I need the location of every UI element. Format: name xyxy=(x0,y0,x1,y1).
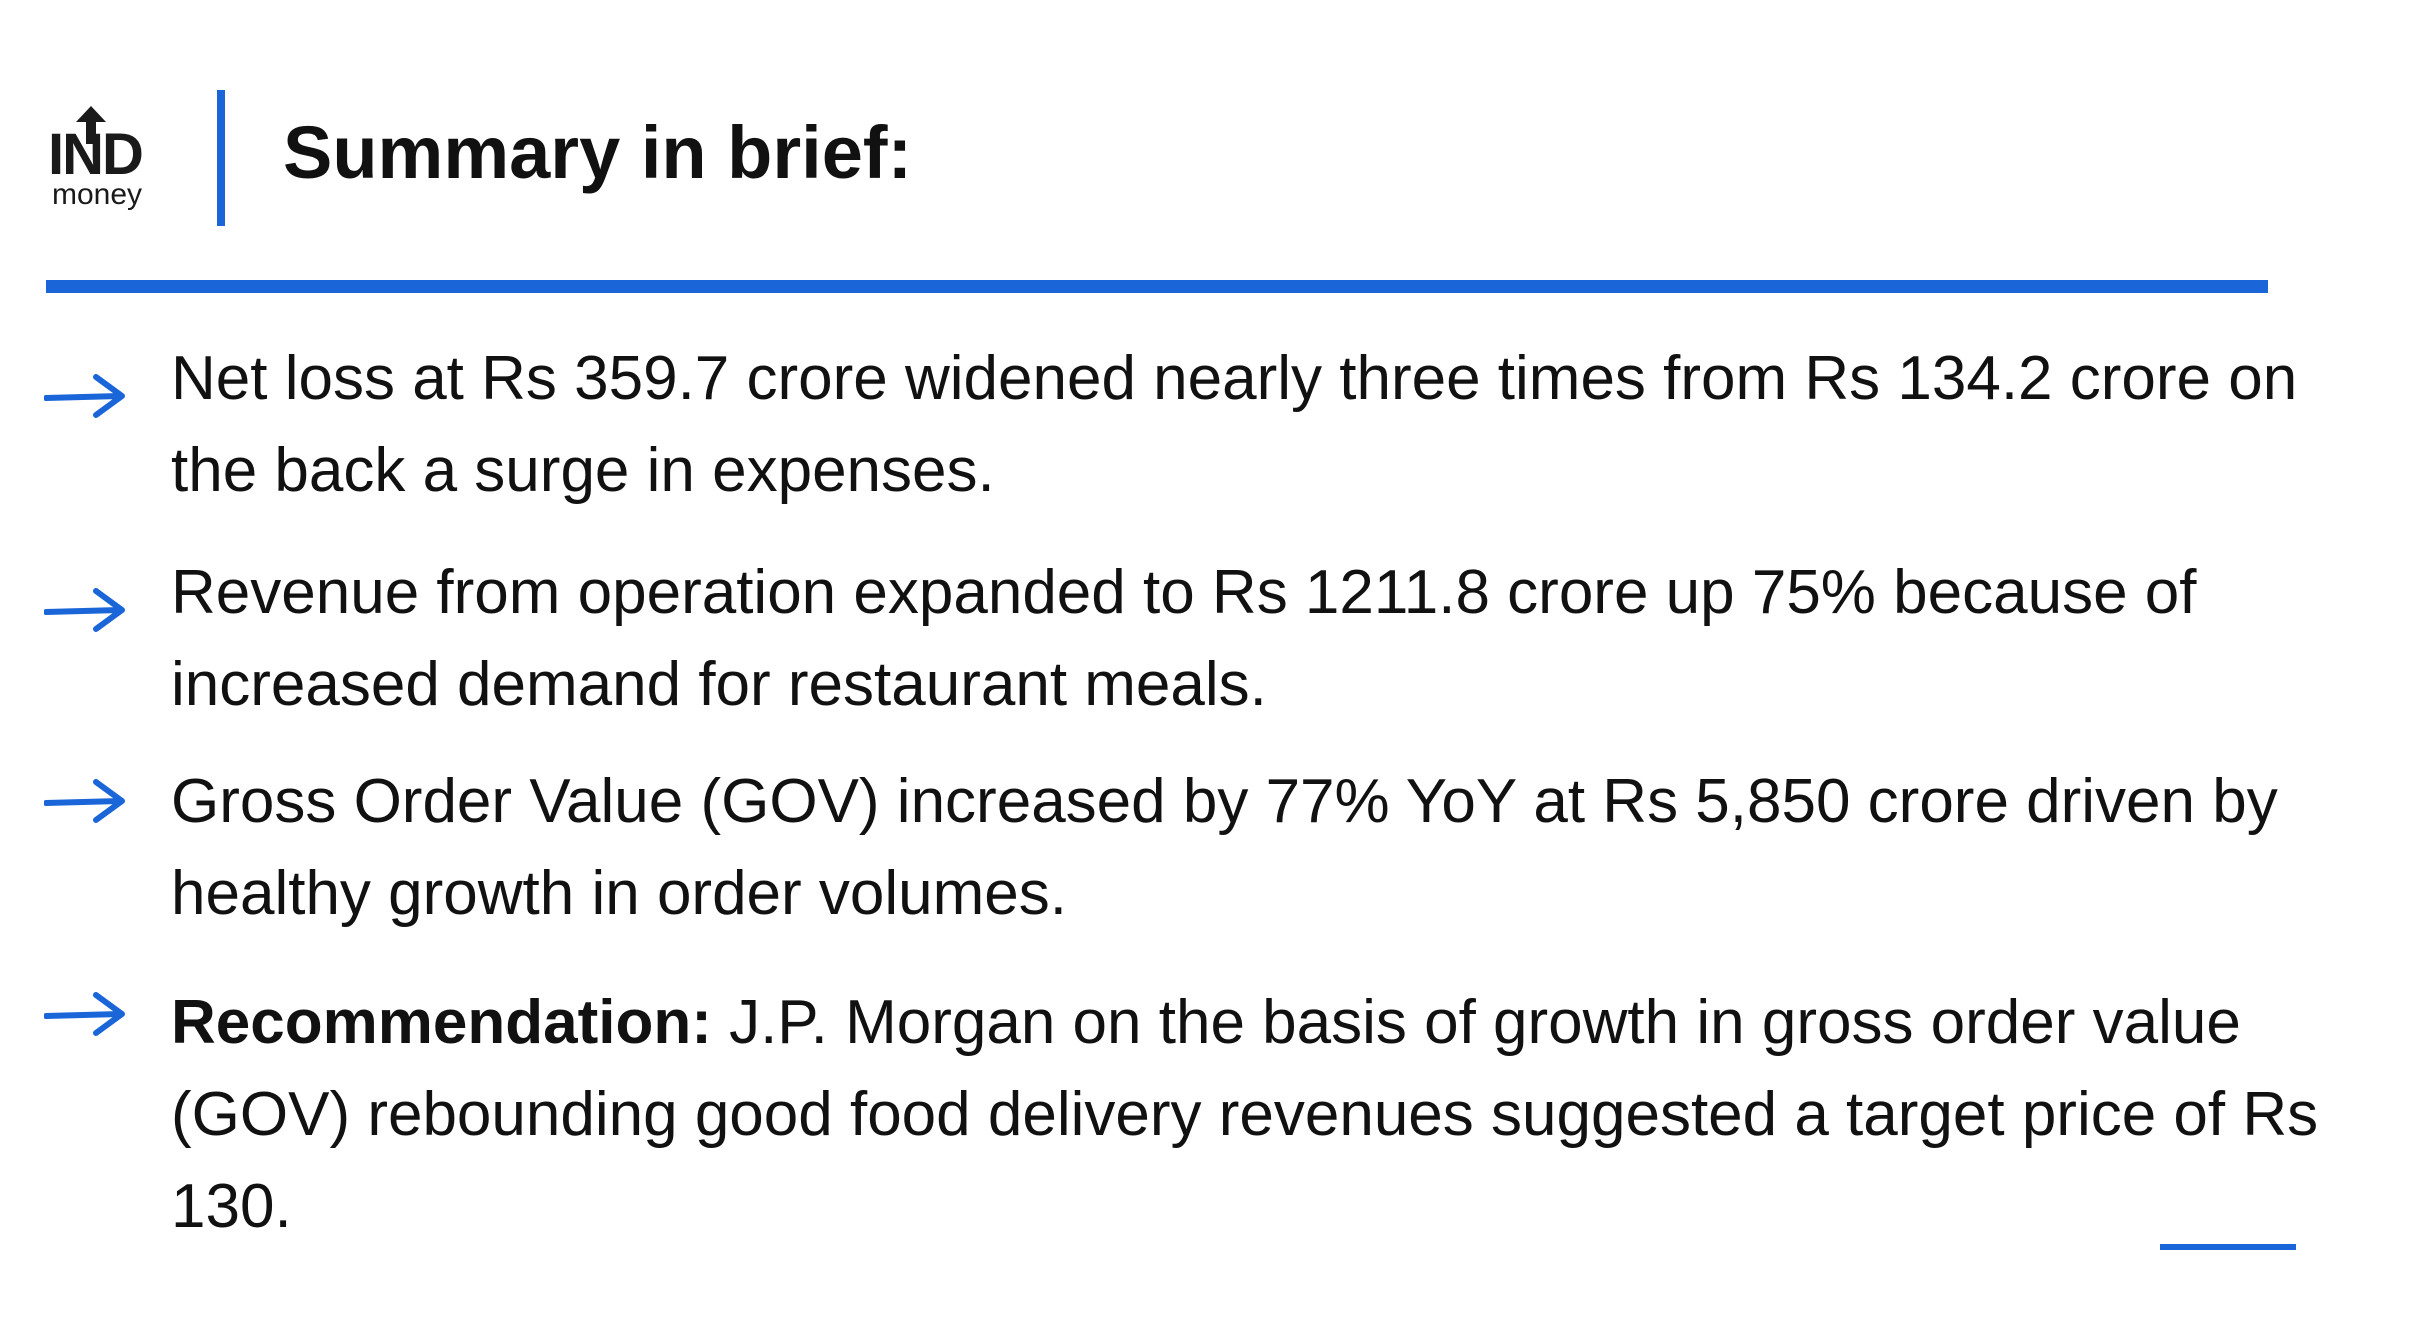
bullet-body: Gross Order Value (GOV) increased by 77%… xyxy=(171,767,2278,928)
page-title: Summary in brief: xyxy=(283,111,913,194)
header-divider xyxy=(217,90,225,226)
logo-subtext: money xyxy=(52,178,143,211)
bullet-text: Gross Order Value (GOV) increased by 77%… xyxy=(171,756,2321,940)
logo-wordmark: IND xyxy=(48,122,144,187)
right-arrow-icon xyxy=(44,588,125,632)
bullet-text: Net loss at Rs 359.7 crore widened nearl… xyxy=(171,333,2321,517)
right-arrow-icon xyxy=(44,779,125,823)
bullet-body: Revenue from operation expanded to Rs 12… xyxy=(171,558,2197,719)
bullet-body: Net loss at Rs 359.7 crore widened nearl… xyxy=(171,344,2298,505)
right-arrow-icon xyxy=(44,992,125,1036)
header-rule xyxy=(46,280,2268,293)
right-arrow-icon xyxy=(44,374,125,418)
bullet-text: Revenue from operation expanded to Rs 12… xyxy=(171,547,2321,731)
bullet-prefix: Recommendation: xyxy=(171,988,712,1057)
footer-rule xyxy=(2160,1244,2296,1250)
indmoney-logo: IND money xyxy=(48,104,158,214)
up-arrow-icon xyxy=(76,106,106,144)
bullet-body: J.P. Morgan on the basis of growth in gr… xyxy=(171,988,2319,1241)
bullet-text: Recommendation: J.P. Morgan on the basis… xyxy=(171,977,2321,1253)
